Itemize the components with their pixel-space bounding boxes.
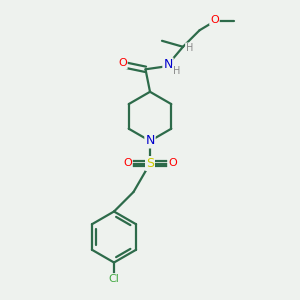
Text: O: O [210,15,219,25]
Text: N: N [145,134,155,148]
Text: H: H [186,43,193,53]
Text: O: O [118,58,127,68]
Text: N: N [163,58,173,71]
Text: O: O [168,158,177,169]
Text: O: O [123,158,132,169]
Text: S: S [146,157,154,170]
Text: H: H [173,66,180,76]
Text: Cl: Cl [109,274,119,284]
